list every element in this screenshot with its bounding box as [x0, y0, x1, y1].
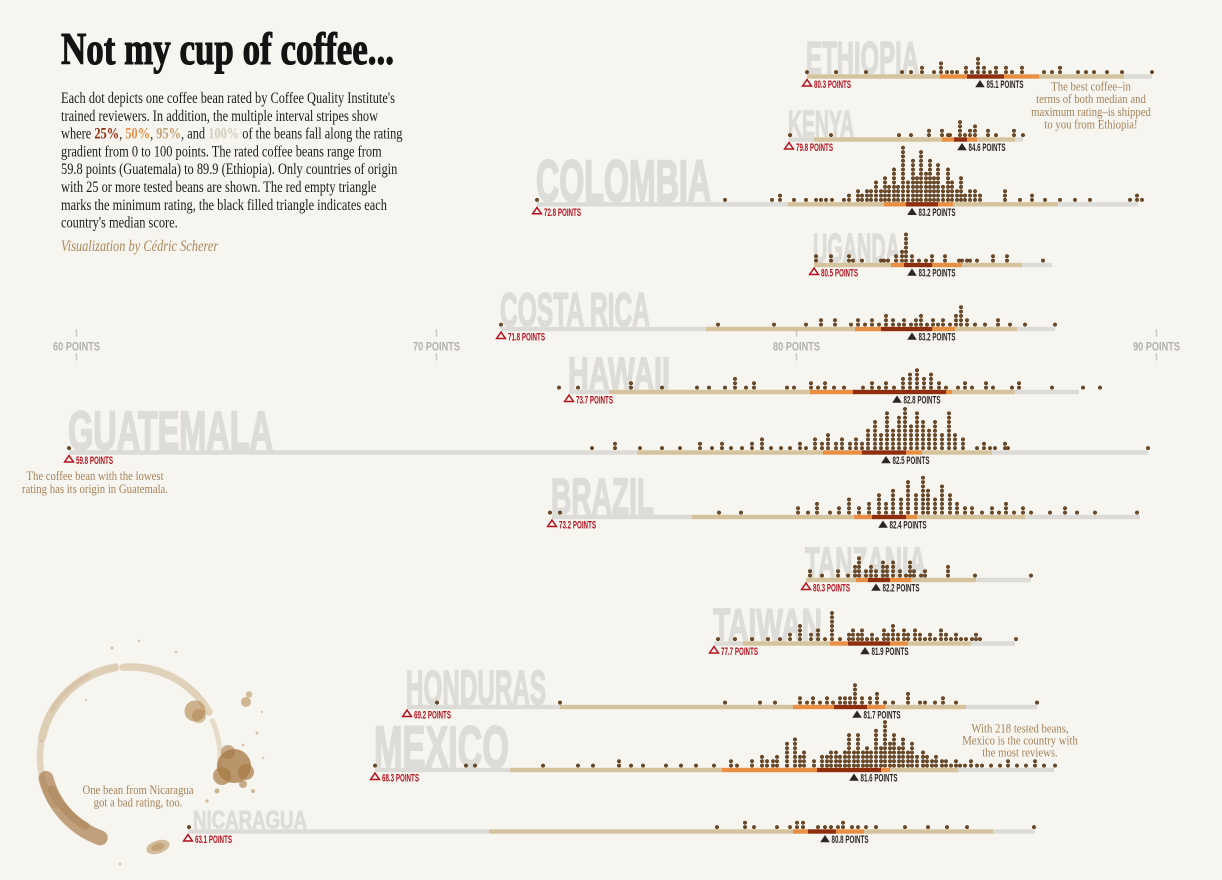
- svg-text:77.7 POINTS: 77.7 POINTS: [721, 646, 758, 658]
- svg-text:The coffee bean with the lowes: The coffee bean with the lowest: [26, 470, 164, 483]
- svg-text:Visualization by Cédric Schere: Visualization by Cédric Scherer: [61, 238, 219, 256]
- svg-text:maximum rating–is shipped: maximum rating–is shipped: [1031, 106, 1151, 119]
- svg-text:80.3 POINTS: 80.3 POINTS: [814, 79, 851, 91]
- svg-text:82.5 POINTS: 82.5 POINTS: [893, 455, 930, 467]
- svg-text:84.6 POINTS: 84.6 POINTS: [969, 142, 1006, 154]
- svg-text:terms of both median and: terms of both median and: [1036, 94, 1146, 107]
- svg-text:got a bad rating, too.: got a bad rating, too.: [94, 797, 183, 810]
- svg-text:Not my cup of coffee...: Not my cup of coffee...: [61, 24, 394, 74]
- svg-text:80.8 POINTS: 80.8 POINTS: [832, 834, 869, 846]
- svg-text:72.8 POINTS: 72.8 POINTS: [544, 207, 581, 219]
- svg-text:83.2 POINTS: 83.2 POINTS: [919, 332, 956, 344]
- svg-text:83.2 POINTS: 83.2 POINTS: [919, 207, 956, 219]
- svg-text:One bean from Nicaragua: One bean from Nicaragua: [82, 784, 193, 797]
- svg-text:81.6 POINTS: 81.6 POINTS: [861, 773, 898, 785]
- svg-text:Mexico is the country with: Mexico is the country with: [962, 735, 1078, 748]
- svg-text:82.4 POINTS: 82.4 POINTS: [890, 520, 927, 532]
- svg-text:country's median score.: country's median score.: [61, 214, 178, 232]
- svg-text:69.2 POINTS: 69.2 POINTS: [414, 710, 451, 722]
- svg-text:90 POINTS: 90 POINTS: [1133, 340, 1180, 354]
- svg-text:83.2 POINTS: 83.2 POINTS: [919, 268, 956, 280]
- svg-text:70 POINTS: 70 POINTS: [413, 340, 460, 354]
- svg-text:80 POINTS: 80 POINTS: [773, 340, 820, 354]
- svg-text:The best coffee–in: The best coffee–in: [1051, 81, 1131, 94]
- svg-text:82.2 POINTS: 82.2 POINTS: [883, 583, 920, 595]
- svg-text:trained reviewers. In addition: trained reviewers. In addition, the mult…: [61, 108, 379, 126]
- svg-text:71.8 POINTS: 71.8 POINTS: [508, 332, 545, 344]
- svg-text:With 218 tested beans,: With 218 tested beans,: [971, 723, 1068, 736]
- svg-text:with 25 or more tested beans a: with 25 or more tested beans are shown. …: [61, 179, 376, 197]
- svg-text:85.1 POINTS: 85.1 POINTS: [987, 79, 1024, 91]
- svg-text:81.9 POINTS: 81.9 POINTS: [872, 646, 909, 658]
- svg-text:59.8 POINTS: 59.8 POINTS: [76, 455, 113, 467]
- svg-text:79.8 POINTS: 79.8 POINTS: [796, 142, 833, 154]
- svg-text:where 25%, 50%, 95%, and 100%: where 25%, 50%, 95%, and 100% of the bea…: [61, 125, 402, 143]
- svg-text:63.1 POINTS: 63.1 POINTS: [195, 834, 232, 846]
- svg-text:82.8 POINTS: 82.8 POINTS: [904, 395, 941, 407]
- svg-text:80.5 POINTS: 80.5 POINTS: [821, 268, 858, 280]
- svg-text:marks the minimum rating, the: marks the minimum rating, the black fill…: [61, 197, 387, 215]
- svg-text:81.7 POINTS: 81.7 POINTS: [864, 710, 901, 722]
- svg-text:68.3 POINTS: 68.3 POINTS: [382, 773, 419, 785]
- svg-text:gradient from 0 to 100 points.: gradient from 0 to 100 points. The rated…: [61, 143, 382, 161]
- svg-text:60 POINTS: 60 POINTS: [53, 340, 100, 354]
- svg-text:Each dot depicts one coffee be: Each dot depicts one coffee bean rated b…: [61, 90, 395, 108]
- svg-text:the most reviews.: the most reviews.: [982, 747, 1058, 760]
- svg-text:59.8 points (Guatemala) to 89.: 59.8 points (Guatemala) to 89.9 (Ethiopi…: [61, 161, 397, 179]
- svg-text:73.7 POINTS: 73.7 POINTS: [576, 395, 613, 407]
- svg-text:80.3 POINTS: 80.3 POINTS: [813, 583, 850, 595]
- svg-text:to you from Ethiopia!: to you from Ethiopia!: [1044, 119, 1137, 132]
- svg-text:rating has its origin in Guate: rating has its origin in Guatemala.: [22, 483, 168, 496]
- svg-text:73.2 POINTS: 73.2 POINTS: [559, 520, 596, 532]
